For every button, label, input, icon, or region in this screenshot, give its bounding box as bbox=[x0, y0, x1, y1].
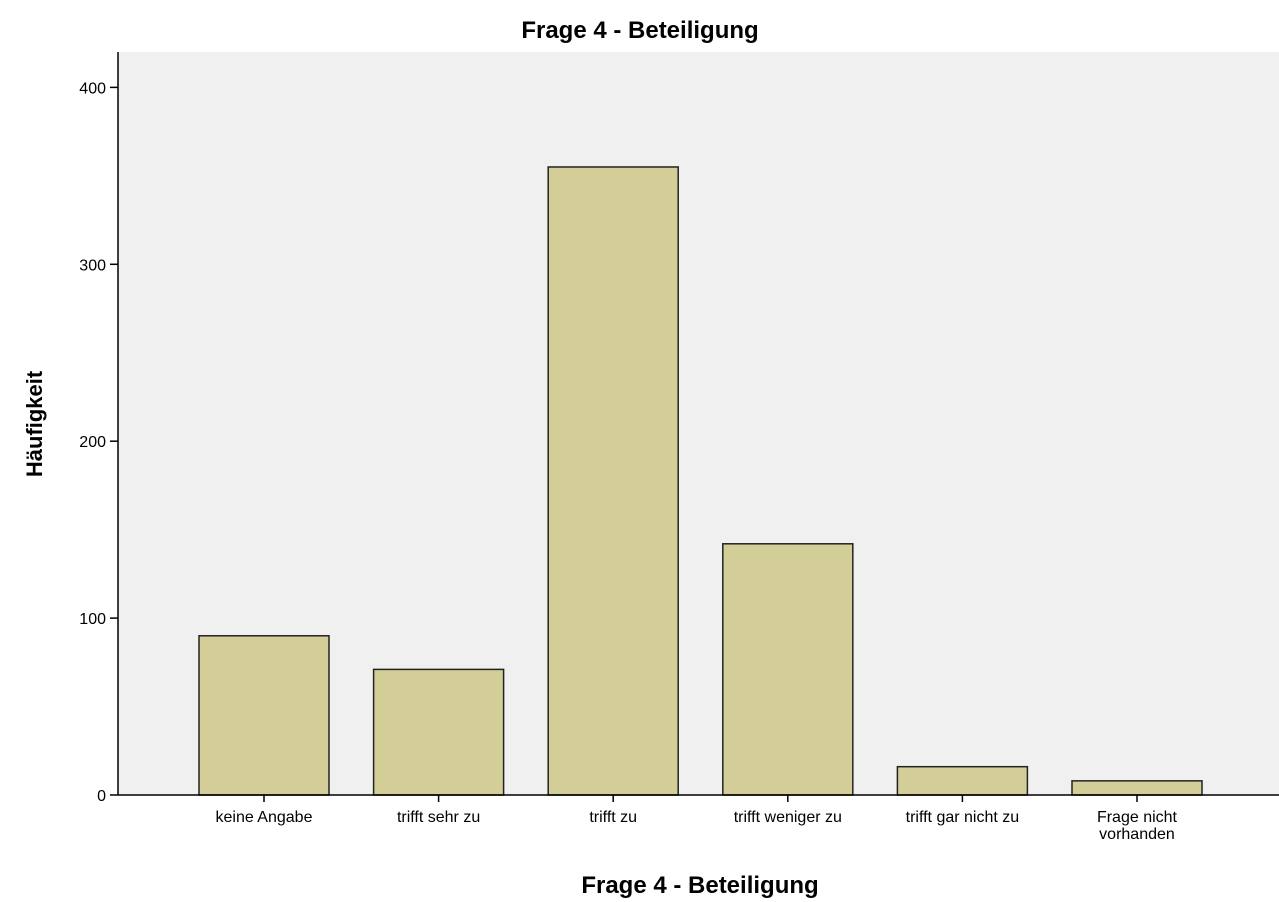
x-tick-label-box: keine Angabe bbox=[215, 809, 313, 826]
x-tick-label: trifft sehr zu bbox=[396, 809, 481, 826]
x-tick-label: Frage nicht vorhanden bbox=[1096, 809, 1177, 843]
bar bbox=[372, 668, 505, 796]
x-tick-label: keine Angabe bbox=[215, 809, 313, 826]
chart-title: Frage 4 - Beteiligung bbox=[521, 17, 758, 44]
y-tick-label: 0 bbox=[97, 788, 106, 805]
bar bbox=[722, 543, 854, 796]
x-tick-label: trifft zu bbox=[589, 809, 638, 826]
y-tick-label: 400 bbox=[79, 80, 106, 97]
x-tick-label-box: trifft weniger zu bbox=[733, 809, 842, 826]
bar bbox=[896, 765, 1029, 796]
x-axis-title: Frage 4 - Beteiligung bbox=[581, 872, 818, 899]
bar bbox=[547, 166, 679, 796]
x-tick-label: trifft gar nicht zu bbox=[905, 809, 1020, 826]
x-tick-label-box: trifft sehr zu bbox=[396, 809, 481, 826]
y-tick-label: 200 bbox=[79, 434, 106, 451]
bar bbox=[1071, 780, 1203, 796]
y-tick-label: 300 bbox=[79, 257, 106, 274]
y-axis-title: Häufigkeit bbox=[22, 370, 47, 477]
y-tick-label: 100 bbox=[79, 611, 106, 628]
bar bbox=[198, 635, 330, 796]
x-tick-label-box: Frage nicht vorhanden bbox=[1096, 809, 1177, 843]
x-tick-label: trifft weniger zu bbox=[733, 809, 842, 826]
x-tick-label-box: trifft zu bbox=[589, 809, 638, 826]
x-tick-label-box: trifft gar nicht zu bbox=[905, 809, 1020, 826]
